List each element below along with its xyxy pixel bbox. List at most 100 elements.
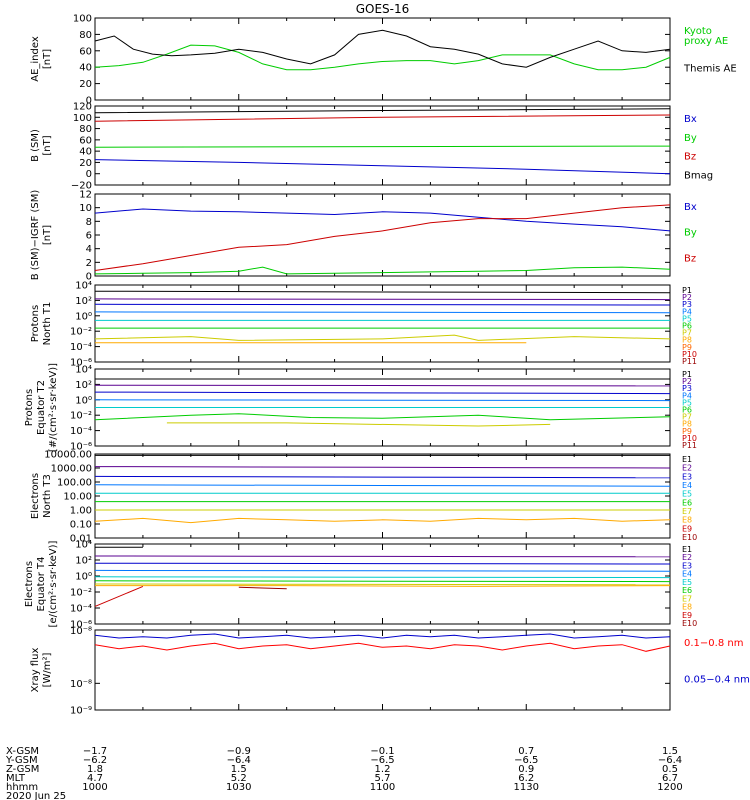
ephemeris-value: −6.4: [658, 755, 682, 766]
ephemeris-row-label: hhmm: [6, 782, 38, 793]
series-line-e9: [94, 585, 144, 607]
ephemeris-value: 1.5: [662, 746, 678, 757]
y-tick-label: 100.00: [57, 478, 92, 489]
y-tick-label: 10⁻⁹: [70, 706, 92, 717]
legend-entry: E4: [682, 570, 692, 579]
y-tick-label: 10⁻⁸: [70, 626, 92, 637]
ephemeris-value: 0.9: [518, 764, 534, 775]
legend-entry: P2: [682, 293, 692, 302]
y-tick-label: 1000.00: [51, 464, 92, 475]
y-tick-label: 10⁻²: [70, 411, 92, 422]
legend-entry: P7: [682, 329, 692, 338]
y-tick-label: 10⁻⁴: [70, 426, 92, 437]
y-tick-label: 40: [79, 147, 92, 158]
legend-entry: P5: [682, 314, 692, 323]
ephemeris-value: −6.5: [514, 755, 538, 766]
series-line-p4: [94, 311, 671, 314]
y-axis-label: AE_index: [30, 36, 41, 82]
legend-entry: E8: [682, 603, 692, 612]
y-tick-label: 100: [73, 14, 92, 25]
ephemeris-value: −6.4: [227, 755, 251, 766]
ephemeris-row-label: MLT: [6, 773, 26, 784]
legend-entry: P4: [682, 307, 692, 316]
y-tick-label: 12: [79, 190, 92, 201]
y-tick-label: 0.01: [70, 534, 92, 545]
legend-entry: E2: [682, 553, 692, 562]
y-tick-label: −20: [71, 181, 92, 192]
y-tick-label: 60: [79, 135, 92, 146]
series-line-p1: [94, 290, 671, 294]
y-axis-label: Equator T2: [36, 380, 47, 435]
series-line-e2: [94, 466, 671, 469]
y-axis-label: Electrons: [24, 561, 35, 607]
y-tick-label: 10⁻⁶: [70, 442, 92, 453]
ephemeris-value: 6.7: [662, 773, 678, 784]
series-line-e10: [238, 586, 287, 590]
ephemeris-value: 1200: [657, 782, 682, 793]
y-axis-label: Electrons: [30, 473, 41, 519]
series-line-p2: [94, 384, 671, 387]
legend-entry: E8: [682, 516, 692, 525]
y-tick-label: 10⁻²: [70, 327, 92, 338]
series-line-bx: [94, 159, 671, 175]
legend-entry: P8: [682, 336, 692, 345]
legend-entry: E5: [682, 578, 692, 587]
ephemeris-row-label: X-GSM: [6, 746, 39, 757]
y-tick-label: 20: [79, 79, 92, 90]
legend-entry: E5: [682, 490, 692, 499]
ephemeris-value: 5.2: [231, 773, 247, 784]
legend-entry: E9: [682, 611, 692, 620]
y-tick-label: 10: [79, 203, 92, 214]
legend-entry: P9: [682, 427, 692, 436]
legend-entry: E3: [682, 561, 692, 570]
y-axis-label: Xray flux: [30, 648, 41, 693]
y-tick-label: 0: [86, 272, 92, 283]
legend-entry: E10: [682, 533, 697, 542]
y-tick-label: 6: [86, 231, 92, 242]
y-axis-label: Equator T4: [36, 557, 47, 612]
ephemeris-value: 1.2: [375, 764, 391, 775]
plot-date: 2020 Jun 25: [6, 791, 66, 800]
y-tick-label: 0: [86, 96, 92, 107]
ephemeris-value: 1030: [226, 782, 251, 793]
series-line-p3: [94, 303, 671, 306]
legend-entry: P4: [682, 391, 692, 400]
series-line-bmag: [94, 108, 671, 114]
y-tick-label: 4: [86, 244, 92, 255]
legend-entry: P1: [682, 286, 692, 295]
y-tick-label: 100: [73, 113, 92, 124]
series-line-p7: [166, 422, 551, 427]
legend-entry: E7: [682, 507, 692, 516]
legend-entry: By: [684, 228, 697, 239]
legend-entry: E3: [682, 472, 692, 481]
legend-entry: E10: [682, 619, 697, 628]
y-axis-label: Protons: [24, 389, 35, 426]
ephemeris-value: −0.1: [370, 746, 394, 757]
legend-entry: P5: [682, 398, 692, 407]
legend-entry: P11: [682, 441, 697, 450]
series-line-p4: [94, 399, 671, 402]
legend-entry: Bz: [684, 253, 696, 264]
ephemeris-value: −1.7: [83, 746, 107, 757]
y-tick-label: 10⁰: [75, 395, 92, 406]
legend-entry: P6: [682, 406, 692, 415]
ephemeris-value: 0.5: [662, 764, 678, 775]
y-axis-label: [W/m²]: [42, 652, 53, 687]
legend-entry: E1: [682, 545, 692, 554]
legend-entry: Bx: [684, 114, 697, 125]
series-line-e6: [94, 580, 671, 583]
legend-entry: P6: [682, 322, 692, 331]
y-tick-label: 1.00: [70, 506, 92, 517]
legend-entry: P1: [682, 370, 692, 379]
y-tick-label: 10²: [75, 380, 92, 391]
legend-entry: P9: [682, 343, 692, 352]
y-tick-label: 10⁴: [75, 281, 92, 292]
series-line-e4: [94, 484, 671, 487]
legend-entry: Bmag: [684, 170, 713, 181]
ephemeris-value: 5.7: [375, 773, 391, 784]
legend-entry: P2: [682, 377, 692, 386]
y-tick-label: 0: [86, 169, 92, 180]
y-axis-label: Protons: [30, 305, 41, 342]
y-tick-label: 10⁻²: [70, 588, 92, 599]
